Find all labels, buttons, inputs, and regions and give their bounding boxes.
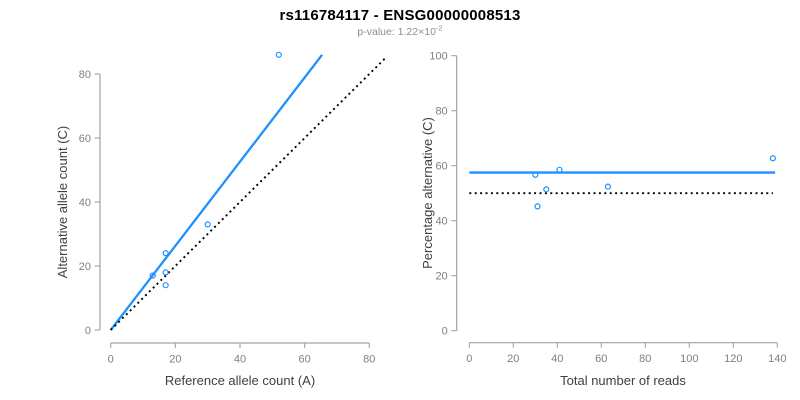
data-point — [604, 183, 612, 190]
y-tick-label: 80 — [435, 106, 447, 118]
fit-line — [109, 54, 324, 331]
data-point — [532, 171, 539, 178]
right-xaxis-label: Total number of reads — [560, 373, 686, 388]
data-point — [556, 166, 563, 173]
plots-group: 0 20 40 60 80 0 20 40 60 80 0 20 40 60 80 100 120 140 0 20 4… — [79, 51, 787, 366]
y-tick-label: 40 — [79, 197, 91, 209]
y-tick-label: 0 — [442, 326, 448, 338]
left-xaxis-label: Reference allele count (A) — [165, 373, 315, 388]
data-point — [162, 282, 169, 289]
pvalue-base: 1.22×10 — [397, 26, 436, 38]
y-tick-label: 100 — [429, 51, 447, 63]
x-tick-label: 60 — [299, 354, 311, 366]
figure-title: rs116784117 - ENSG00000008513 — [279, 7, 521, 24]
identity-line — [110, 57, 387, 331]
figure-subtitle: p-value: 1.22×10-2 — [0, 23, 800, 38]
data-point — [769, 155, 777, 162]
x-tick-label: 40 — [234, 354, 246, 366]
pvalue-label: p-value: — [357, 26, 398, 38]
x-tick-label: 20 — [169, 354, 181, 366]
data-point — [204, 221, 211, 228]
data-point — [543, 186, 550, 193]
data-point — [162, 250, 169, 257]
y-tick-label: 0 — [85, 325, 91, 337]
y-tick-label: 20 — [435, 271, 447, 283]
data-point — [162, 269, 169, 276]
left-yaxis-label: Alternative allele count (C) — [55, 126, 70, 278]
y-tick-label: 40 — [435, 216, 447, 228]
x-tick-label: 120 — [724, 353, 742, 365]
x-tick-label: 0 — [466, 353, 472, 365]
percentage-alternative-scatter-group: 0 20 40 60 80 100 120 140 0 20 40 60 80 100 — [429, 51, 786, 366]
y-tick-label: 80 — [79, 69, 91, 81]
x-tick-label: 0 — [108, 354, 114, 366]
x-tick-label: 140 — [768, 353, 786, 365]
x-tick-label: 40 — [551, 353, 563, 365]
x-tick-label: 60 — [595, 353, 607, 365]
right-yaxis-label: Percentage alternative (C) — [420, 117, 435, 269]
data-point — [275, 51, 282, 58]
y-tick-label: 20 — [79, 261, 91, 273]
x-tick-label: 20 — [507, 353, 519, 365]
y-tick-label: 60 — [435, 161, 447, 173]
data-point — [534, 203, 541, 210]
pvalue-exponent: -2 — [435, 23, 443, 33]
allele-counts-scatter-group: 0 20 40 60 80 0 20 40 60 80 — [79, 51, 387, 366]
x-tick-label: 100 — [680, 353, 698, 365]
data-point — [149, 272, 156, 279]
x-tick-label: 80 — [363, 354, 375, 366]
y-tick-label: 60 — [79, 133, 91, 145]
x-tick-label: 80 — [639, 353, 651, 365]
